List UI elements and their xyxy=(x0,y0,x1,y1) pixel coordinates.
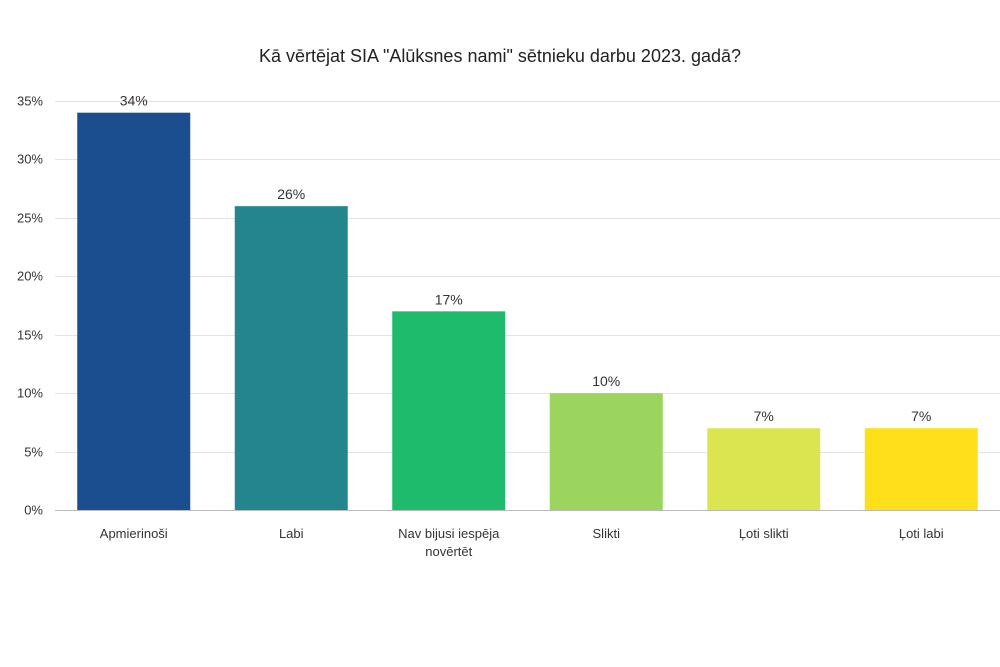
bar-value-label: 26% xyxy=(277,186,305,202)
y-tick-label: 25% xyxy=(17,211,43,226)
y-tick-label: 35% xyxy=(17,94,43,109)
bar xyxy=(234,206,348,510)
bar-value-label: 7% xyxy=(911,408,931,424)
bar xyxy=(707,428,821,510)
x-tick-label: Ļoti slikti xyxy=(739,526,789,541)
x-tick-label: Apmierinoši xyxy=(100,526,168,541)
y-tick-label: 10% xyxy=(17,386,43,401)
x-tick-label: novērtēt xyxy=(425,544,472,559)
x-tick-label: Ļoti labi xyxy=(899,526,944,541)
x-tick-label: Labi xyxy=(279,526,304,541)
x-tick-label: Slikti xyxy=(593,526,621,541)
bar xyxy=(392,311,506,510)
y-tick-label: 5% xyxy=(24,445,43,460)
bar-value-label: 34% xyxy=(120,93,148,109)
bar-value-label: 10% xyxy=(592,373,620,389)
y-tick-label: 15% xyxy=(17,328,43,343)
bar-value-label: 7% xyxy=(754,408,774,424)
y-tick-label: 30% xyxy=(17,152,43,167)
bar xyxy=(77,112,191,510)
y-tick-label: 20% xyxy=(17,269,43,284)
bar-value-label: 17% xyxy=(435,291,463,307)
y-tick-label: 0% xyxy=(24,503,43,518)
bar xyxy=(864,428,978,510)
chart-title: Kā vērtējat SIA "Alūksnes nami" sētnieku… xyxy=(258,46,742,66)
x-tick-label: Nav bijusi iespēja xyxy=(398,526,500,541)
bar xyxy=(549,393,663,510)
